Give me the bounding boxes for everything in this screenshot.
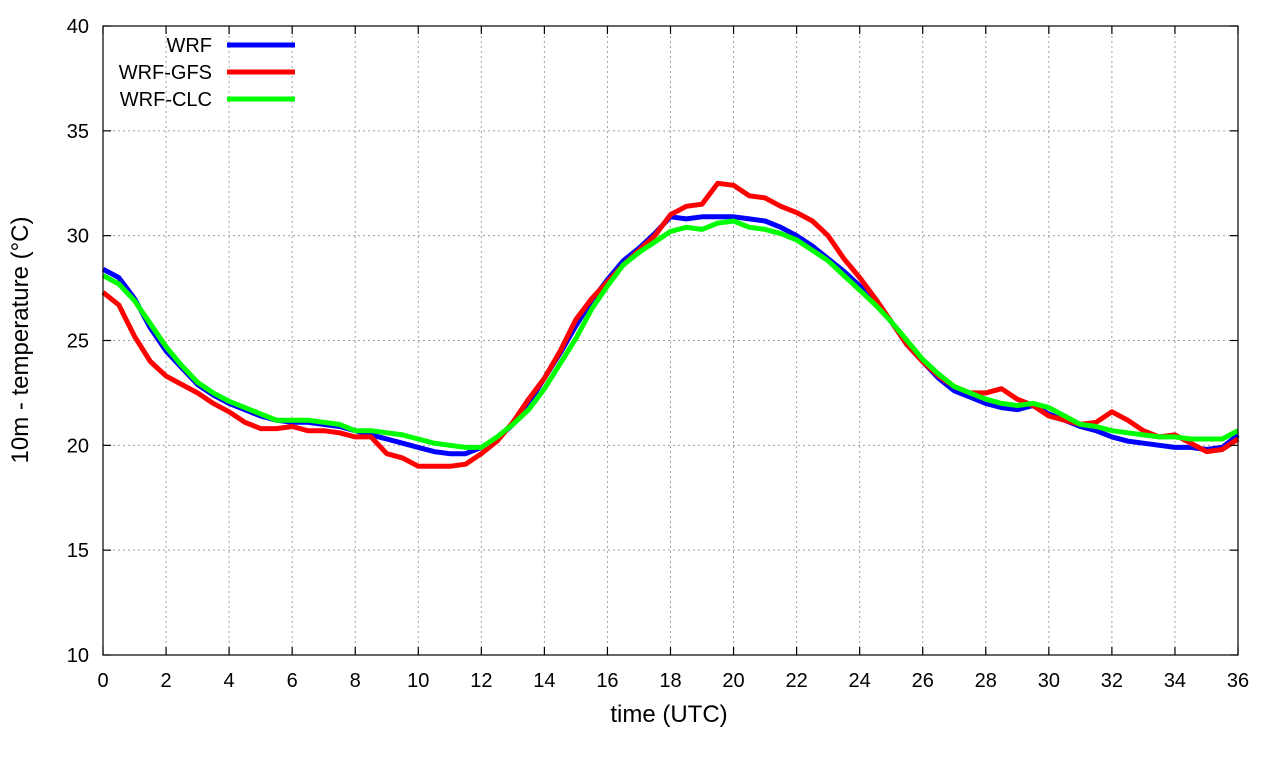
y-tick-label: 20 xyxy=(67,435,89,457)
axis-tick-labels: 0 2 4 6 8 10 12 14 16 18 20 22 24 26 28 30 32 34 361015202… xyxy=(67,16,1249,692)
x-tick-label: 34 xyxy=(1164,670,1186,692)
x-axis-title: time (UTC) xyxy=(610,701,727,728)
axis-ticks xyxy=(102,25,1239,656)
y-tick-label: 25 xyxy=(67,331,89,353)
series-line-wrf-clc xyxy=(101,218,1240,450)
x-tick-label: 0 xyxy=(97,670,108,692)
legend-label-wrf: WRF xyxy=(166,35,212,57)
legend: WRF WRF-GFS WRF-CLC xyxy=(119,35,295,111)
x-tick-label: 4 xyxy=(224,670,235,692)
x-tick-label: 10 xyxy=(407,670,429,692)
legend-label-wrf-gfs: WRF-GFS xyxy=(119,62,212,84)
legend-label-wrf-clc: WRF-CLC xyxy=(120,89,212,111)
y-tick-label: 10 xyxy=(67,645,89,667)
x-tick-label: 36 xyxy=(1227,670,1249,692)
x-tick-label: 22 xyxy=(785,670,807,692)
series-layer xyxy=(101,180,1240,469)
x-tick-label: 8 xyxy=(350,670,361,692)
x-tick-label: 32 xyxy=(1101,670,1123,692)
x-tick-label: 26 xyxy=(912,670,934,692)
x-tick-label: 6 xyxy=(287,670,298,692)
x-tick-label: 28 xyxy=(975,670,997,692)
x-tick-label: 30 xyxy=(1038,670,1060,692)
y-tick-label: 35 xyxy=(67,121,89,143)
x-tick-label: 24 xyxy=(849,670,871,692)
y-tick-label: 15 xyxy=(67,540,89,562)
x-tick-label: 20 xyxy=(722,670,744,692)
x-tick-label: 18 xyxy=(659,670,681,692)
series-line-wrf-gfs xyxy=(101,180,1240,469)
y-tick-label: 40 xyxy=(67,16,89,38)
y-tick-label: 30 xyxy=(67,226,89,248)
x-tick-label: 14 xyxy=(533,670,555,692)
y-axis-title: 10m - temperature (°C) xyxy=(7,217,34,464)
x-tick-label: 16 xyxy=(596,670,618,692)
x-tick-label: 12 xyxy=(470,670,492,692)
x-tick-label: 2 xyxy=(160,670,171,692)
grid-lines xyxy=(103,26,1238,655)
